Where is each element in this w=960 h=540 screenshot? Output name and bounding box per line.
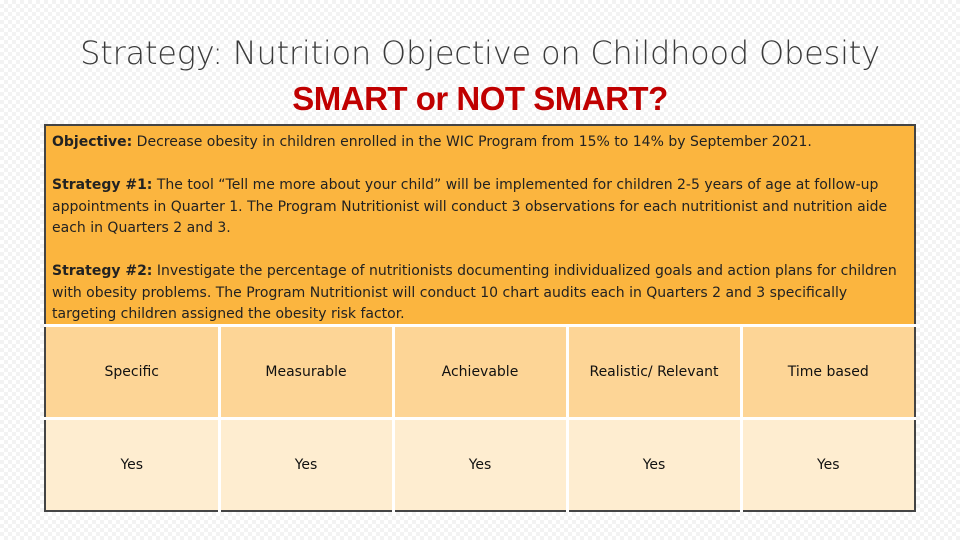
- strategy-1-text: The tool “Tell me more about your child”…: [52, 177, 888, 236]
- slide-subtitle: SMART or NOT SMART?: [292, 80, 668, 117]
- strategy-2-label: Strategy #2:: [52, 263, 153, 279]
- criteria-header-row: Specific Measurable Achievable Realistic…: [45, 324, 915, 420]
- objective-label: Objective:: [52, 134, 133, 150]
- objective-text: Decrease obesity in children enrolled in…: [132, 134, 812, 150]
- criteria-value-row: Yes Yes Yes Yes Yes: [45, 418, 915, 511]
- header-specific: Specific: [45, 324, 219, 420]
- smart-criteria-table: Specific Measurable Achievable Realistic…: [44, 324, 916, 512]
- strategy-1-label: Strategy #1:: [52, 177, 153, 193]
- value-time-based: Yes: [739, 418, 915, 511]
- objective-box: Objective: Decrease obesity in children …: [44, 124, 916, 324]
- header-time-based: Time based: [739, 324, 915, 420]
- objective-paragraph: Objective: Decrease obesity in children …: [52, 132, 908, 154]
- header-achievable: Achievable: [391, 324, 567, 420]
- value-achievable: Yes: [391, 418, 567, 511]
- strategy-1-paragraph: Strategy #1: The tool “Tell me more abou…: [52, 175, 908, 240]
- value-measurable: Yes: [217, 418, 393, 511]
- strategy-2-text: Investigate the percentage of nutritioni…: [52, 263, 897, 322]
- header-realistic-relevant: Realistic/ Relevant: [565, 324, 741, 420]
- header-measurable: Measurable: [217, 324, 393, 420]
- slide-title: Strategy: Nutrition Objective on Childho…: [80, 34, 880, 72]
- value-realistic-relevant: Yes: [565, 418, 741, 511]
- strategy-2-paragraph: Strategy #2: Investigate the percentage …: [52, 261, 908, 326]
- value-specific: Yes: [45, 418, 219, 511]
